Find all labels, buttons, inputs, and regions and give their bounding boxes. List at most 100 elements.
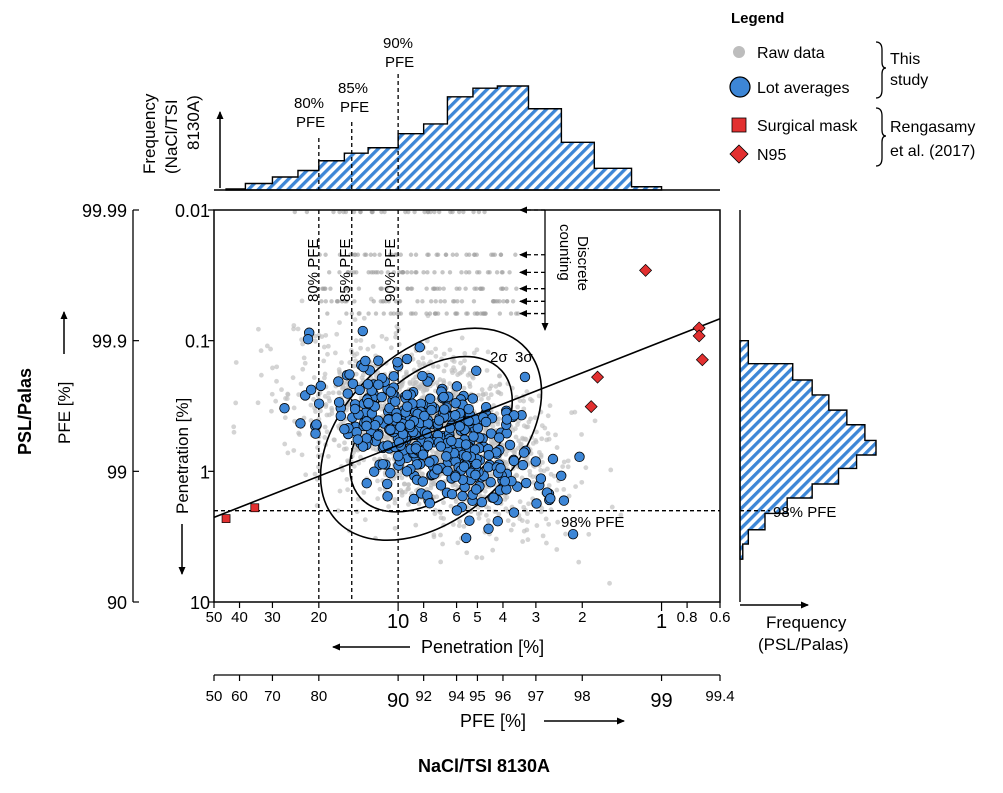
raw-data-point: [561, 459, 567, 465]
discrete-point: [467, 270, 472, 275]
pfe-tick-label: 94: [448, 688, 465, 705]
raw-data-point: [496, 390, 502, 396]
lot-average-point: [451, 505, 463, 516]
raw-data-point: [461, 385, 467, 391]
raw-data-point: [450, 522, 456, 527]
raw-data-point: [440, 541, 446, 547]
discrete-point: [389, 252, 394, 257]
raw-data-point: [502, 496, 508, 502]
discrete-point: [501, 299, 506, 304]
legend-lot-text: Lot averages: [757, 80, 850, 97]
fit-line: [214, 318, 720, 519]
legend: Legend Raw data Lot averages Surgical ma…: [729, 10, 975, 167]
pfe80-label: 80% PFE: [305, 239, 322, 302]
raw-data-point: [339, 360, 344, 366]
discrete-point: [412, 210, 417, 215]
discrete-point: [454, 286, 459, 291]
lot-average-point: [363, 397, 374, 409]
discrete-point: [319, 299, 324, 304]
raw-data-point: [515, 422, 520, 427]
lot-average-point: [492, 516, 503, 527]
x-tick-label: 0.8: [677, 609, 698, 626]
lot-average-point: [422, 440, 434, 451]
this-study-1: This: [890, 51, 920, 68]
raw-data-point: [449, 367, 455, 373]
lot-average-point: [545, 493, 556, 504]
y-tick-label: 10: [190, 593, 210, 613]
raw-data-point: [322, 371, 328, 377]
raw-data-point: [345, 487, 351, 493]
discrete-point: [378, 299, 383, 304]
raw-data-point: [553, 432, 558, 438]
raw-data-point: [358, 345, 363, 351]
discrete-point: [377, 252, 382, 257]
raw-data-point: [372, 456, 377, 462]
discrete-point: [373, 311, 379, 316]
discrete-point: [349, 311, 355, 316]
discrete-point: [505, 299, 510, 304]
bottom-penetration-label: Penetration [%]: [421, 637, 544, 657]
lot-average-point: [395, 421, 406, 433]
discrete-point: [441, 286, 446, 291]
lot-average-point: [470, 469, 481, 481]
discrete-point: [375, 270, 381, 275]
raw-data-point: [544, 540, 549, 546]
discrete-point: [456, 210, 462, 215]
raw-data-point: [335, 508, 341, 514]
ellipse-3sigma: [319, 327, 543, 542]
raw-data-point: [533, 439, 539, 445]
lot-average-point: [417, 449, 429, 460]
discrete-point: [405, 270, 410, 275]
raw-data-point: [438, 559, 444, 565]
raw-data-point: [268, 346, 273, 352]
lot-average-point: [476, 496, 488, 508]
raw-data-point: [495, 421, 501, 427]
lot-average-point: [556, 470, 567, 482]
raw-data-point: [608, 467, 614, 473]
raw-data-point: [573, 484, 578, 489]
discrete-point: [403, 210, 408, 215]
raw-data-point: [476, 515, 482, 521]
lot-average-point: [483, 523, 494, 534]
raw-data-point: [522, 436, 528, 442]
discrete-point: [325, 311, 330, 316]
discrete-point: [413, 252, 419, 257]
raw-data-point: [388, 345, 394, 351]
raw-data-point: [311, 396, 316, 402]
lot-average-point: [442, 465, 453, 477]
raw-data-point: [447, 347, 453, 353]
legend-title: Legend: [731, 10, 784, 27]
lot-average-point: [446, 488, 458, 500]
discrete-point: [497, 311, 503, 316]
discrete-point: [341, 210, 346, 215]
raw-data-point: [462, 358, 467, 364]
lot-average-point: [468, 431, 479, 442]
discrete-point: [490, 299, 496, 304]
raw-data-point: [486, 395, 491, 401]
right-pfe98-label: 98% PFE: [773, 504, 836, 521]
raw-data-point: [540, 460, 545, 465]
raw-data-point: [479, 387, 485, 393]
raw-data-point: [513, 434, 519, 440]
raw-data-point: [504, 462, 510, 467]
discrete-point: [444, 311, 449, 316]
raw-data-point: [546, 436, 552, 442]
raw-data-point: [264, 343, 270, 349]
raw-data-point: [524, 389, 530, 395]
raw-data-point: [516, 438, 522, 444]
pfe-tick-label: 95: [469, 688, 486, 705]
lot-average-point: [390, 396, 401, 407]
legend-raw-text: Raw data: [757, 45, 825, 62]
top-pfe80-1: 80%: [294, 95, 324, 112]
lot-average-point: [385, 467, 396, 479]
discrete-point: [432, 210, 437, 215]
raw-data-point: [566, 493, 572, 499]
discrete-point: [388, 311, 393, 316]
raw-data-point: [565, 464, 571, 470]
raw-data-point: [443, 362, 449, 368]
discrete-point: [384, 286, 389, 291]
raw-data-point: [255, 400, 261, 406]
raw-data-point: [340, 467, 345, 473]
raw-data-point: [521, 406, 527, 412]
discrete-point: [513, 252, 518, 257]
